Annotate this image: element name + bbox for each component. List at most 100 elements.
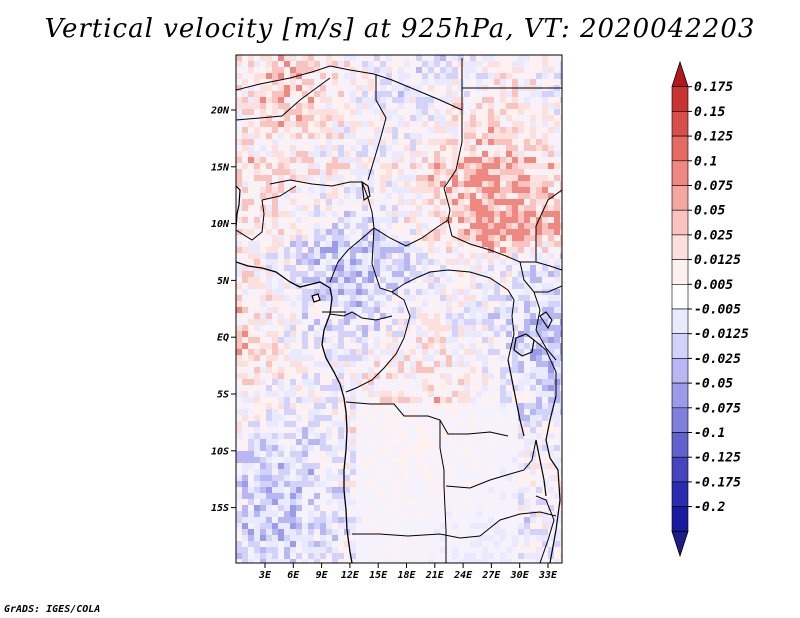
lat-tick-label: 15S xyxy=(211,503,229,514)
congo-gabon-border xyxy=(329,311,393,321)
chad-sudan-border xyxy=(443,187,453,237)
drc-west-border xyxy=(345,291,411,393)
colorbar-label: 0.075 xyxy=(694,179,733,194)
colorbar-label: 0.05 xyxy=(694,204,725,219)
colorbar-swatch xyxy=(671,209,689,236)
lake-turkana xyxy=(539,311,553,330)
lake-malawi xyxy=(535,439,547,497)
lon-tick-label: 9E xyxy=(316,570,329,581)
lat-tick-label: 10N xyxy=(211,219,230,230)
lake-chad xyxy=(361,180,371,201)
lon-tick-label: 21E xyxy=(425,570,445,581)
bioko-island xyxy=(311,293,321,303)
lon-tick-label: 24E xyxy=(453,570,473,581)
lat-tick-label: 5N xyxy=(217,276,230,287)
velocity-field xyxy=(236,55,562,563)
guinea-border xyxy=(236,199,265,241)
colorbar-swatch xyxy=(671,160,689,186)
map-title: Vertical velocity [m/s] at 925hPa, VT: 2… xyxy=(44,14,756,44)
lon-tick-label: 6E xyxy=(287,570,300,581)
libya-chad-border xyxy=(367,74,387,181)
colorbar-label: 0.175 xyxy=(694,80,733,95)
west-africa-coast xyxy=(236,185,241,229)
colorbar-label: 0.005 xyxy=(694,278,733,293)
colorbar: 0.175 0.15 0.125 0.1 0.075 0.05 0.025 0.0125 0.0… xyxy=(671,60,749,558)
colorbar-swatch xyxy=(671,234,689,260)
colorbar-swatch xyxy=(671,432,689,458)
gulf-of-guinea-coast xyxy=(236,261,353,563)
lon-tick-label: 33E xyxy=(538,570,558,581)
burkina-border xyxy=(261,185,297,201)
colorbar-label: 0.1 xyxy=(694,154,717,169)
lon-tick-label: 18E xyxy=(397,570,416,581)
colorbar-label: -0.005 xyxy=(694,303,741,318)
colorbar-swatch xyxy=(671,358,689,384)
lon-tick-label: 30E xyxy=(510,570,530,581)
uganda-kenya-border xyxy=(533,291,557,361)
colorbar-swatch xyxy=(671,308,689,335)
colorbar-swatch xyxy=(671,185,689,211)
colorbar-swatch xyxy=(671,111,689,137)
colorbar-swatch xyxy=(671,333,689,359)
tanzania-border xyxy=(533,339,557,396)
lon-tick-label: 27E xyxy=(481,570,501,581)
colorbar-label: 0.0125 xyxy=(694,253,741,268)
colorbar-swatch xyxy=(671,456,689,483)
chad-car-border xyxy=(373,219,449,247)
angola-east-border xyxy=(439,420,447,531)
colorbar-label: -0.025 xyxy=(694,352,741,367)
colorbar-swatch xyxy=(671,382,689,409)
map-frame xyxy=(235,54,563,564)
lon-tick-label: 12E xyxy=(341,570,360,581)
niger-nigeria-border xyxy=(269,179,362,187)
egypt-sudan-border xyxy=(443,58,463,189)
colorbar-swatch xyxy=(671,135,689,162)
colorbar-label: 0.15 xyxy=(694,105,725,120)
mali-niger-border xyxy=(236,77,331,121)
colorbar-label: -0.1 xyxy=(694,426,725,441)
colorbar-swatch xyxy=(671,86,689,112)
algeria-niger-border xyxy=(236,65,463,111)
colorbar-label: 0.025 xyxy=(694,228,733,243)
lat-tick-label: 10S xyxy=(211,446,229,457)
colorbar-label: -0.0125 xyxy=(694,327,749,342)
lat-tick-label: 15N xyxy=(211,162,230,173)
lat-tick-label: 20N xyxy=(210,106,230,117)
lat-tick-label: 5S xyxy=(217,390,229,401)
colorbar-label: -0.05 xyxy=(694,377,733,392)
colorbar-top-arrow xyxy=(671,60,689,88)
angola-south-border xyxy=(352,533,481,539)
drc-east-border xyxy=(507,289,515,361)
colorbar-label: 0.125 xyxy=(694,130,733,145)
zambia-border xyxy=(445,439,537,489)
lat-tick-label: EQ xyxy=(217,333,229,344)
lake-tanganyika xyxy=(507,359,525,437)
colorbar-label: -0.125 xyxy=(694,451,741,466)
mozambique-border xyxy=(535,495,555,563)
car-west-border xyxy=(371,227,375,265)
colorbar-swatch xyxy=(671,407,689,433)
colorbar-bottom-arrow xyxy=(671,530,689,558)
colorbar-label: -0.2 xyxy=(694,500,725,515)
east-africa-coast xyxy=(545,395,561,563)
longitude-axis: 3E 6E 9E 12E 15E 18E 21E 24E 27E 30E 33E xyxy=(258,563,558,581)
colorbar-swatch xyxy=(671,506,689,532)
grads-credit: GrADS: IGES/COLA xyxy=(4,604,101,615)
colorbar-swatch xyxy=(671,259,689,285)
colorbar-swatch xyxy=(671,481,689,507)
angola-north-border xyxy=(345,401,509,437)
latitude-axis: 20N 15N 10N 5N EQ 5S 10S 15S xyxy=(210,106,236,514)
nigeria-cameroon-border xyxy=(329,181,375,283)
colorbar-label: -0.175 xyxy=(694,475,741,490)
sudan-south-border xyxy=(451,235,562,271)
lon-tick-label: 3E xyxy=(258,570,272,581)
lon-tick-label: 15E xyxy=(369,570,388,581)
lake-victoria xyxy=(513,333,535,357)
car-south-border xyxy=(371,263,509,293)
zimbabwe-border xyxy=(479,511,557,537)
ethiopia-border xyxy=(535,189,562,262)
colorbar-label: -0.075 xyxy=(694,401,741,416)
country-borders xyxy=(236,58,562,563)
colorbar-swatch xyxy=(671,283,689,310)
